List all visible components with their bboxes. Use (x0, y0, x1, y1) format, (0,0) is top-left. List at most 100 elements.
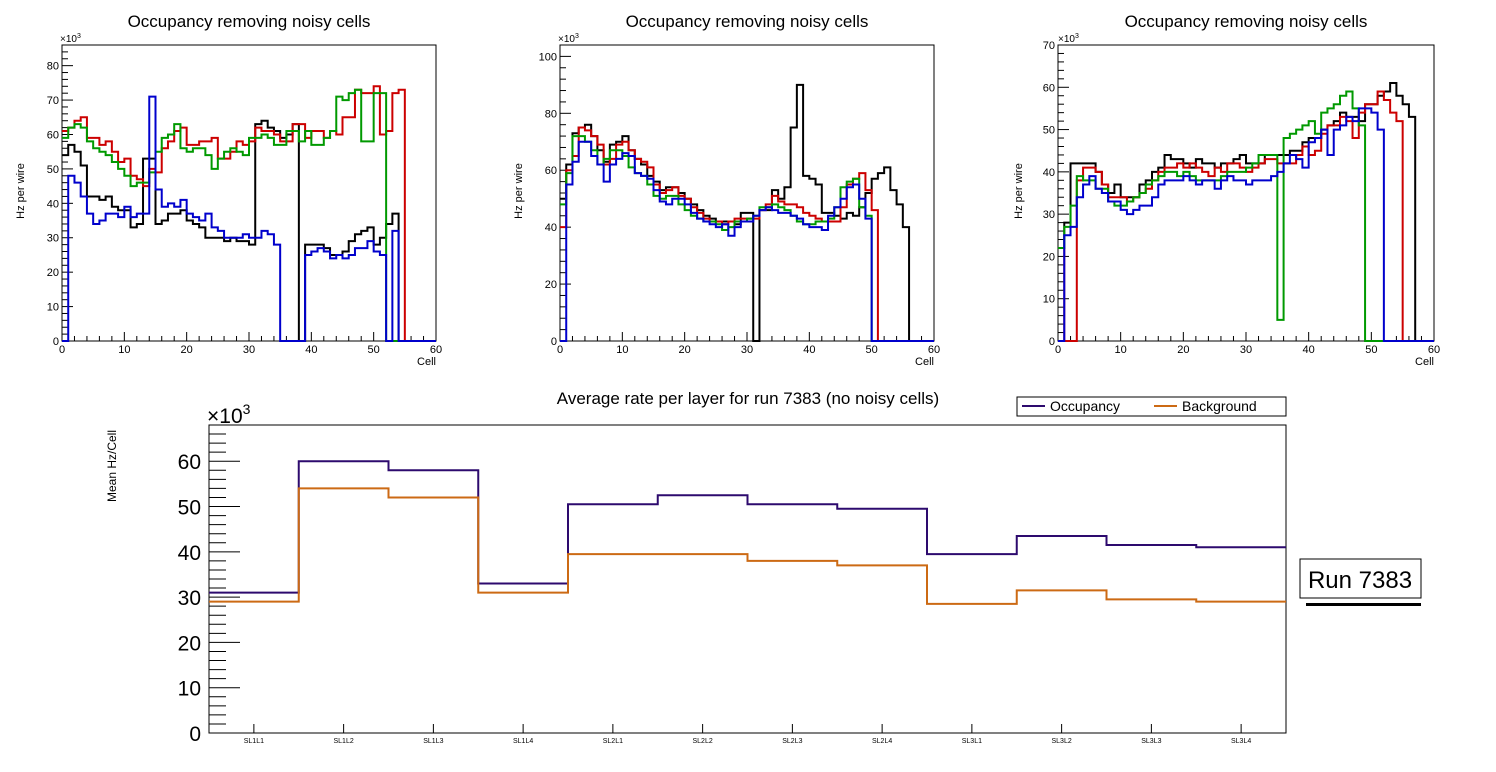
series-layer-blue (62, 95, 436, 342)
y-tick-label: 70 (1043, 40, 1055, 52)
y-tick-label: 10 (47, 302, 59, 314)
y-tick-label: 0 (1049, 336, 1055, 348)
run-label-shadow (1306, 603, 1421, 606)
panel-3-yexp: ×103 (1058, 33, 1079, 45)
panel-2: Occupancy removing noisy cells Hz per wi… (513, 12, 940, 368)
x-tick-label: 40 (305, 344, 317, 356)
y-tick-label: 20 (545, 279, 557, 291)
y-tick-label: 80 (47, 61, 59, 73)
y-tick-label: 40 (1043, 167, 1055, 179)
y-tick-label: 0 (189, 723, 201, 746)
y-tick-label: 60 (47, 129, 59, 141)
panel-1-ylabel: Hz per wire (15, 163, 27, 219)
summary-title: Average rate per layer for run 7383 (no … (557, 389, 939, 408)
x-tick-label: 60 (928, 344, 940, 356)
summary-panel: Average rate per layer for run 7383 (no … (105, 389, 1422, 746)
x-tick-label: 30 (243, 344, 255, 356)
y-tick-label: 20 (47, 267, 59, 279)
y-tick-label: 60 (178, 451, 201, 474)
x-tick-label: 40 (1303, 344, 1315, 356)
panel-1-title: Occupancy removing noisy cells (128, 12, 371, 31)
y-tick-label: 30 (178, 587, 201, 610)
panel-1: Occupancy removing noisy cells Hz per wi… (15, 12, 442, 368)
x-tick-label: 30 (1240, 344, 1252, 356)
series-layer-blue (1058, 107, 1434, 342)
x-category-label: SL3L4 (1231, 738, 1251, 745)
legend: Occupancy Background (1016, 396, 1287, 417)
x-tick-label: 10 (118, 344, 130, 356)
x-tick-label: 0 (1055, 344, 1061, 356)
y-tick-label: 50 (47, 164, 59, 176)
y-tick-label: 60 (1043, 82, 1055, 94)
y-tick-label: 50 (178, 497, 201, 520)
y-tick-label: 20 (178, 632, 201, 655)
panel-2-xlabel: Cell (915, 356, 934, 368)
y-tick-label: 0 (53, 336, 59, 348)
x-tick-label: 20 (1177, 344, 1189, 356)
x-category-label: SL1L3 (423, 738, 443, 745)
x-tick-label: 50 (1365, 344, 1377, 356)
x-tick-label: 0 (59, 344, 65, 356)
y-tick-label: 80 (545, 108, 557, 120)
x-tick-label: 20 (181, 344, 193, 356)
summary-series-occupancy (209, 460, 1286, 594)
summary-yexp: ×103 (207, 401, 251, 428)
y-tick-label: 50 (1043, 125, 1055, 137)
x-tick-label: 50 (368, 344, 380, 356)
y-tick-label: 10 (178, 678, 201, 701)
panel-2-ylabel: Hz per wire (513, 163, 525, 219)
summary-ylabel: Mean Hz/Cell (105, 430, 119, 502)
series-layer-red (62, 85, 436, 342)
y-tick-label: 60 (545, 165, 557, 177)
x-tick-label: 60 (430, 344, 442, 356)
x-category-label: SL3L2 (1052, 738, 1072, 745)
y-tick-label: 30 (47, 233, 59, 245)
panel-3-xlabel: Cell (1415, 356, 1434, 368)
y-tick-label: 40 (545, 222, 557, 234)
legend-box (1016, 396, 1287, 417)
y-tick-label: 40 (47, 198, 59, 210)
y-tick-label: 40 (178, 542, 201, 565)
x-tick-label: 30 (741, 344, 753, 356)
series-layer-green (62, 88, 436, 342)
run-label: Run 7383 (1308, 567, 1412, 594)
panel-2-yexp: ×103 (558, 33, 579, 45)
series-layer-green (1058, 90, 1434, 342)
y-tick-label: 10 (1043, 294, 1055, 306)
x-tick-label: 50 (866, 344, 878, 356)
x-tick-label: 0 (557, 344, 563, 356)
legend-occupancy-label: Occupancy (1050, 398, 1120, 414)
x-category-label: SL2L1 (603, 738, 623, 745)
x-category-label: SL2L4 (872, 738, 892, 745)
panel-1-xlabel: Cell (417, 356, 436, 368)
y-tick-label: 0 (551, 336, 557, 348)
summary-series-background (209, 487, 1286, 605)
run-label-box: Run 7383 (1299, 558, 1422, 606)
x-category-label: SL1L1 (244, 738, 264, 745)
summary-plot-frame (208, 424, 1287, 734)
series-layer-blue (560, 140, 934, 342)
panel-3-title: Occupancy removing noisy cells (1125, 12, 1368, 31)
y-tick-label: 100 (539, 51, 557, 63)
x-category-label: SL2L3 (782, 738, 802, 745)
run-label-frame (1299, 558, 1422, 599)
y-tick-label: 20 (1043, 251, 1055, 263)
panel-3-ylabel: Hz per wire (1013, 163, 1025, 219)
y-tick-label: 30 (1043, 209, 1055, 221)
x-tick-label: 40 (803, 344, 815, 356)
legend-background-label: Background (1182, 398, 1257, 414)
y-tick-label: 70 (47, 95, 59, 107)
x-category-label: SL2L2 (693, 738, 713, 745)
x-category-label: SL3L3 (1141, 738, 1161, 745)
x-category-label: SL1L2 (334, 738, 354, 745)
panel-2-title: Occupancy removing noisy cells (626, 12, 869, 31)
x-tick-label: 10 (616, 344, 628, 356)
x-category-label: SL1L4 (513, 738, 533, 745)
x-category-label: SL3L1 (962, 738, 982, 745)
x-tick-label: 10 (1115, 344, 1127, 356)
panel-3: Occupancy removing noisy cells Hz per wi… (1013, 12, 1440, 368)
x-tick-label: 20 (679, 344, 691, 356)
series-layer-red (1058, 90, 1434, 342)
panel-1-yexp: ×103 (60, 33, 81, 45)
